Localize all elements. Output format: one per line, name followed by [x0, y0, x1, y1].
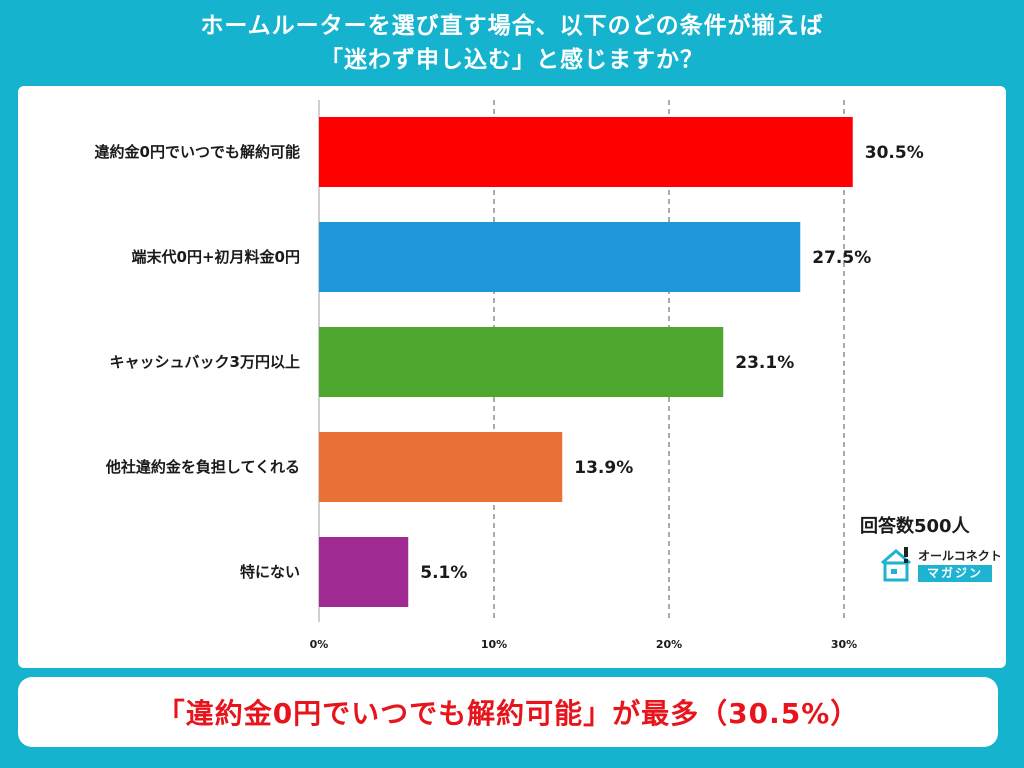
summary-banner: 「違約金0円でいつでも解約可能」が最多（30.5%）	[18, 677, 998, 747]
value-label: 30.5%	[865, 143, 924, 163]
value-label: 13.9%	[574, 458, 633, 478]
value-label: 27.5%	[812, 248, 871, 268]
title-line-2: 「迷わず申し込む」と感じますか？	[320, 47, 704, 73]
bar	[319, 222, 801, 292]
brand-logo: オールコネクト マガジン	[878, 545, 1002, 585]
title-line-1: ホームルーターを選び直す場合、以下のどの条件が揃えば	[200, 13, 824, 39]
category-label: 他社違約金を負担してくれる	[105, 458, 300, 476]
category-label: キャッシュバック3万円以上	[110, 353, 300, 371]
logo-text-bottom: マガジン	[918, 565, 992, 582]
x-tick-label: 0%	[310, 638, 329, 651]
chart-title: ホームルーターを選び直す場合、以下のどの条件が揃えば 「迷わず申し込む」と感じま…	[0, 0, 1024, 86]
category-label: 違約金0円でいつでも解約可能	[95, 143, 300, 161]
x-tick-label: 20%	[656, 638, 682, 651]
category-label: 端末代0円+初月料金0円	[132, 248, 300, 266]
summary-text: 「違約金0円でいつでも解約可能」が最多（30.5%）	[156, 697, 860, 730]
value-label: 5.1%	[420, 563, 467, 583]
respondent-count: 回答数500人	[860, 516, 970, 537]
x-tick-label: 10%	[481, 638, 507, 651]
bar	[319, 537, 409, 607]
x-tick-label: 30%	[831, 638, 857, 651]
logo-text-top: オールコネクト	[918, 549, 1002, 563]
value-label: 23.1%	[735, 353, 794, 373]
category-label: 特にない	[240, 563, 300, 581]
bar	[319, 117, 853, 187]
bar	[319, 327, 724, 397]
bar	[319, 432, 563, 502]
house-icon	[881, 547, 911, 582]
